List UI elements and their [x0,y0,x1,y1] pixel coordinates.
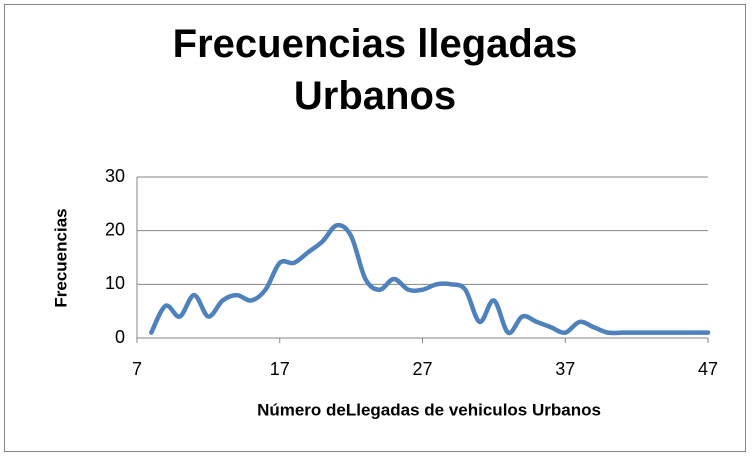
y-tick-label: 0 [115,327,125,347]
data-line [149,222,711,336]
y-tick-label: 20 [105,219,125,239]
x-tick-label: 17 [270,359,290,379]
x-tick-label: 27 [412,359,432,379]
chart-border [4,4,746,452]
x-tick-label: 7 [132,359,142,379]
y-tick-label: 10 [105,273,125,293]
y-tick-label: 30 [105,166,125,186]
y-axis-label: Frecuencias [51,208,70,307]
x-tick-label: 37 [555,359,575,379]
x-axis-label: Número deLlegadas de vehiculos Urbanos [257,400,601,419]
x-tick-label: 47 [698,359,718,379]
chart-title: Frecuencias llegadas Urbanos [172,22,578,118]
